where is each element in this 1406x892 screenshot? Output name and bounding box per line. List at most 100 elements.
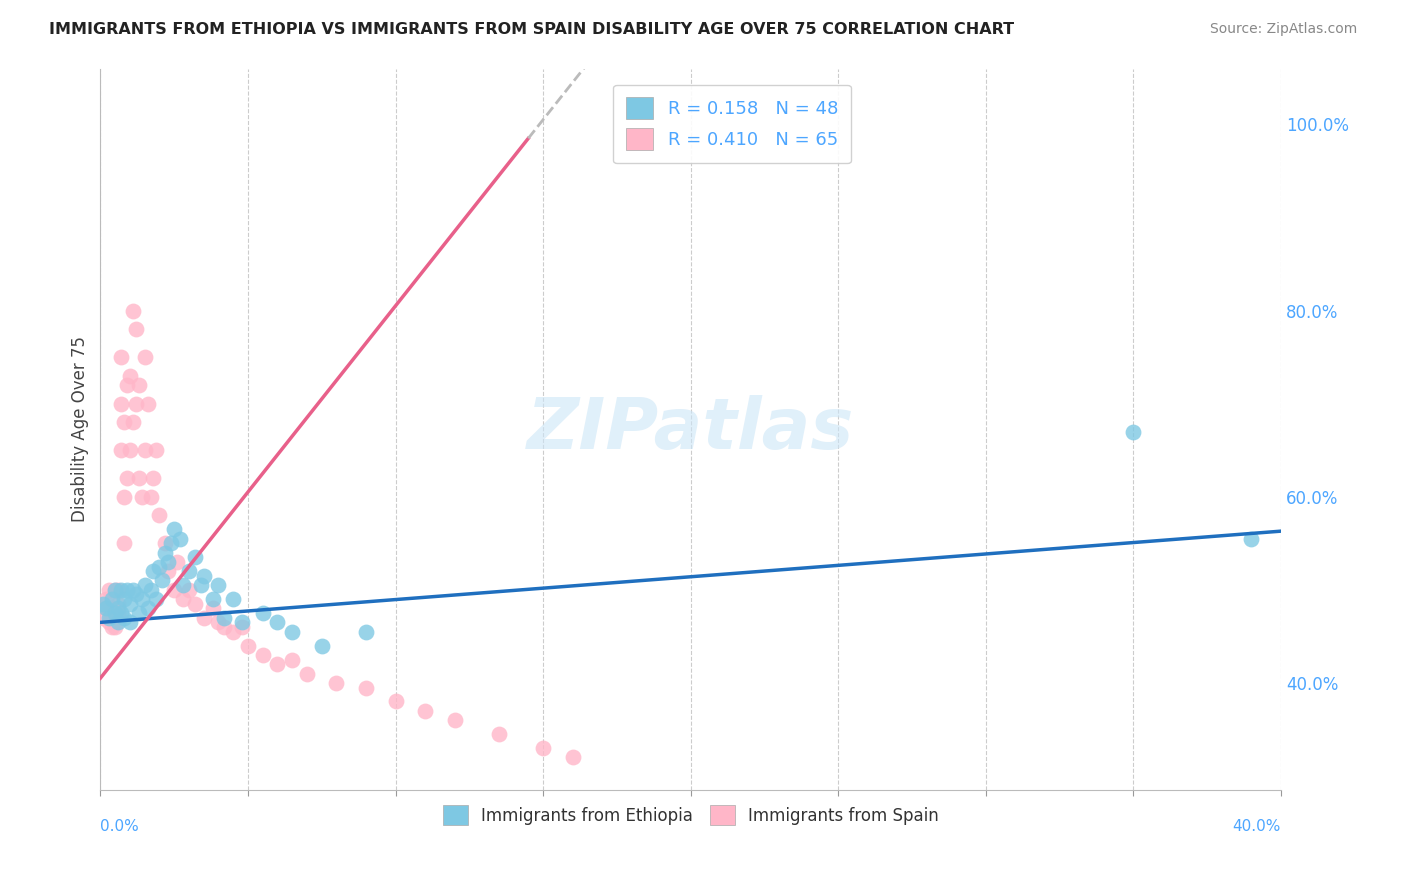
Point [148, 508, 170, 523]
Point [142, 564, 165, 578]
Point [177, 564, 200, 578]
Point [150, 574, 173, 588]
Point [118, 597, 141, 611]
Point [236, 639, 259, 653]
Point [107, 606, 129, 620]
Point [184, 597, 207, 611]
Point [134, 350, 156, 364]
Point [160, 536, 183, 550]
Point [222, 624, 245, 639]
Point [166, 555, 188, 569]
Point [110, 582, 132, 597]
Point [163, 522, 186, 536]
Point [207, 615, 229, 630]
Point [115, 471, 138, 485]
Text: Source: ZipAtlas.com: Source: ZipAtlas.com [1209, 22, 1357, 37]
Point [131, 592, 153, 607]
Point [110, 606, 132, 620]
Point [148, 559, 170, 574]
Point [190, 578, 212, 592]
Point [169, 532, 191, 546]
Point [110, 443, 132, 458]
Point [155, 536, 177, 550]
Text: IMMIGRANTS FROM ETHIOPIA VS IMMIGRANTS FROM SPAIN DISABILITY AGE OVER 75 CORRELA: IMMIGRANTS FROM ETHIOPIA VS IMMIGRANTS F… [49, 22, 1014, 37]
Point [112, 415, 135, 429]
Point [145, 443, 167, 458]
Point [136, 601, 159, 615]
Point [104, 582, 127, 597]
Point [121, 582, 143, 597]
Point [157, 564, 180, 578]
Point [96, 592, 118, 607]
Point [101, 620, 124, 634]
Point [201, 601, 224, 615]
Point [96, 601, 118, 615]
Point [252, 648, 274, 662]
Point [184, 550, 207, 565]
Point [139, 490, 162, 504]
Point [325, 676, 347, 690]
Point [214, 620, 236, 634]
Point [384, 694, 406, 708]
Point [139, 582, 162, 597]
Point [101, 611, 124, 625]
Point [354, 624, 377, 639]
Text: ZIPatlas: ZIPatlas [527, 395, 855, 464]
Point [118, 368, 141, 383]
Point [112, 592, 135, 607]
Point [104, 620, 127, 634]
Point [163, 582, 186, 597]
Point [443, 713, 465, 727]
Point [112, 611, 135, 625]
Point [136, 396, 159, 410]
Point [115, 582, 138, 597]
Point [98, 615, 121, 630]
Point [125, 396, 148, 410]
Point [266, 615, 288, 630]
Point [110, 396, 132, 410]
Point [128, 378, 150, 392]
Point [222, 592, 245, 607]
Point [115, 378, 138, 392]
Point [252, 606, 274, 620]
Point [1122, 425, 1144, 439]
Point [110, 350, 132, 364]
Point [177, 582, 200, 597]
Point [531, 741, 554, 756]
Point [98, 606, 121, 620]
Point [96, 601, 118, 615]
Point [118, 615, 141, 630]
Point [413, 704, 436, 718]
Point [155, 545, 177, 559]
Point [107, 615, 129, 630]
Point [1240, 532, 1263, 546]
Point [125, 587, 148, 601]
Point [354, 681, 377, 695]
Point [128, 471, 150, 485]
Point [193, 611, 215, 625]
Point [157, 555, 180, 569]
Point [107, 597, 129, 611]
Point [118, 443, 141, 458]
Point [91, 611, 114, 625]
Point [145, 592, 167, 607]
Point [134, 443, 156, 458]
Point [98, 582, 121, 597]
Point [101, 601, 124, 615]
Point [125, 322, 148, 336]
Point [488, 727, 510, 741]
Y-axis label: Disability Age Over 75: Disability Age Over 75 [72, 336, 89, 522]
Point [121, 415, 143, 429]
Point [201, 592, 224, 607]
Point [101, 592, 124, 607]
Point [281, 652, 304, 666]
Point [193, 569, 215, 583]
Point [231, 620, 253, 634]
Point [104, 606, 127, 620]
Point [172, 592, 194, 607]
Point [107, 582, 129, 597]
Text: 0.0%: 0.0% [100, 819, 139, 834]
Point [128, 606, 150, 620]
Point [112, 536, 135, 550]
Point [131, 490, 153, 504]
